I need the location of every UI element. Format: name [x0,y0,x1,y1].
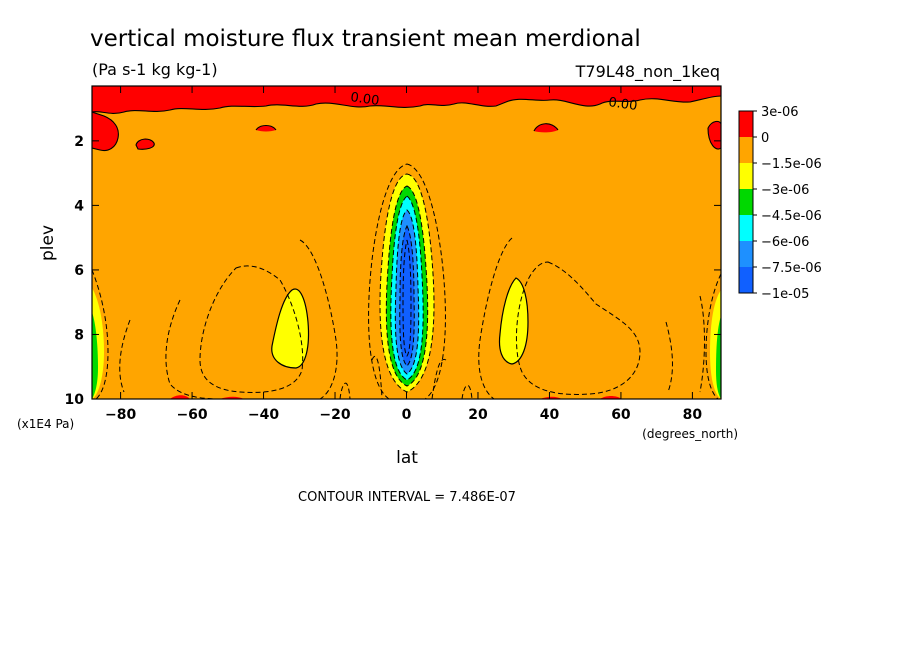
legend-swatch [739,215,753,241]
positive-region-right [708,121,721,150]
contour-interval-note: CONTOUR INTERVAL = 7.486E-07 [298,490,516,505]
legend-frame [738,110,754,294]
legend-swatch [739,189,753,215]
south-subtropical-minimum [271,288,310,369]
y-tick-label: 2 [74,134,84,150]
contour-label-zero-right: 0.00 [607,95,638,114]
x-tick-label: −60 [176,407,207,423]
contour-field: 0.00 0.00 [92,86,721,399]
color-legend: 3e-06 0 −1.5e-06 −3e-06 −4.5e-06 −6e-06 −7.5e-… [738,105,822,302]
y-tick-label: 4 [74,198,84,214]
y-tick-label: 6 [74,263,84,279]
legend-swatch [739,241,753,267]
y-axis: 2 4 6 8 10 [65,134,721,408]
positive-contours [92,95,721,152]
negative-contours [92,163,721,399]
positive-blob-left [136,139,155,150]
legend-label: 3e-06 [761,105,799,120]
positive-blob-right [534,123,558,133]
chart-title: vertical moisture flux transient mean me… [90,26,641,52]
legend-swatch [739,163,753,189]
x-tick-label: −40 [248,407,279,423]
x-axis-label: lat [396,448,418,468]
legend-label: −1.5e-06 [761,157,822,172]
legend-label: −1e-05 [761,287,809,302]
x-axis: −80 −60 −40 −20 0 20 40 60 80 [105,86,702,423]
legend-label: −3e-06 [761,183,809,198]
x-tick-label: 60 [611,407,631,423]
x-axis-units: (degrees_north) [642,427,738,441]
legend-label: −6e-06 [761,235,809,250]
x-tick-label: 0 [402,407,412,423]
x-tick-label: −20 [319,407,350,423]
y-tick-label: 8 [74,327,84,343]
positive-blob-mid [256,125,276,132]
south-polar-minimum-core [92,312,98,399]
x-tick-label: 20 [468,407,488,423]
legend-label: −7.5e-06 [761,261,822,276]
positive-region-top [92,86,721,114]
legend-swatch [739,111,753,137]
x-tick-label: −80 [105,407,136,423]
contour-label-zero-left: 0.00 [349,90,380,109]
y-tick-label: 10 [65,392,85,408]
x-tick-label: 80 [683,407,703,423]
x-tick-label: 40 [540,407,560,423]
legend-swatch [739,137,753,163]
legend-swatch [739,267,753,293]
y-axis-units: (x1E4 Pa) [17,417,74,431]
north-polar-minimum-core [716,316,721,399]
legend-label: 0 [761,131,769,146]
run-label: T79L48_non_1keq [575,62,720,82]
legend-label: −4.5e-06 [761,209,822,224]
y-axis-label: plev [38,225,58,261]
chart-units: (Pa s-1 kg kg-1) [92,60,218,79]
